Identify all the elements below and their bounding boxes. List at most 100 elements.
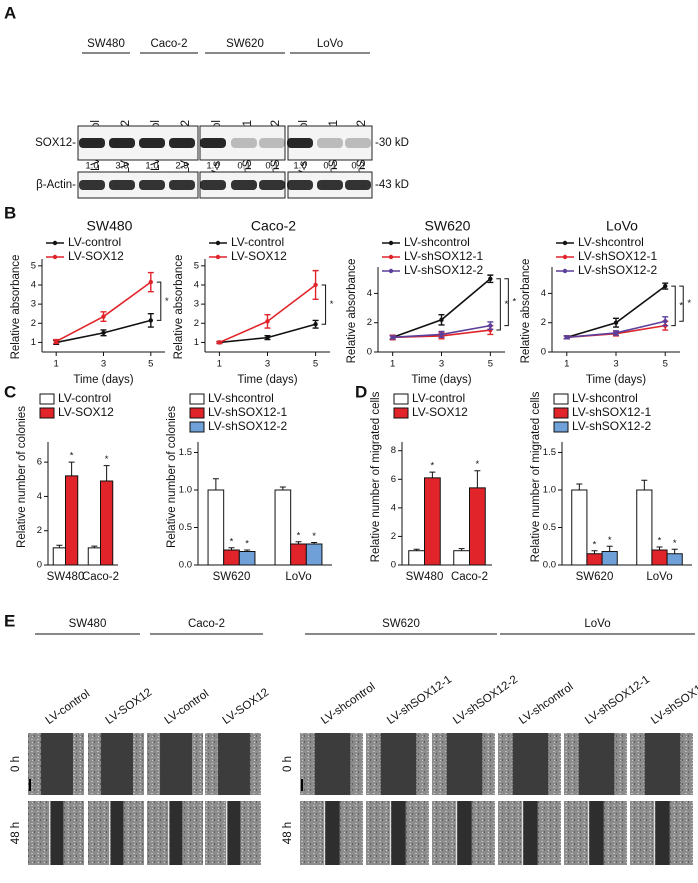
legend-marker xyxy=(388,240,394,246)
group-label: LoVo xyxy=(317,38,343,50)
legend-label: LV-shcontrol xyxy=(572,391,638,405)
significance-label: * xyxy=(330,299,334,310)
size-label: -30 kD xyxy=(375,137,409,149)
wound-gap xyxy=(218,733,250,795)
error-bar xyxy=(311,542,318,544)
y-tick-label: 3 xyxy=(194,299,199,310)
legend-label: LV-shSOX12-1 xyxy=(572,405,651,419)
y-tick-label: 0.5 xyxy=(179,522,192,533)
band xyxy=(287,180,313,190)
bar xyxy=(666,553,683,566)
legend-swatch xyxy=(393,393,409,405)
significance-label: * xyxy=(687,298,691,309)
y-tick-label: 5 xyxy=(31,260,36,271)
point xyxy=(148,318,154,323)
legend-label: LV-control xyxy=(68,235,121,249)
point xyxy=(313,322,318,327)
wound-gap xyxy=(644,733,681,795)
band xyxy=(109,180,135,190)
lane-label: LV-SOX12 xyxy=(221,686,272,727)
wound-gap xyxy=(457,801,472,865)
y-tick-label: 3 xyxy=(31,299,36,310)
bar xyxy=(469,487,486,566)
legend-swatch xyxy=(393,407,409,419)
y-tick-label: 4 xyxy=(194,279,199,290)
quantification: 0.1 xyxy=(265,161,278,172)
significance-label: * xyxy=(105,454,109,465)
y-tick-label: 8 xyxy=(391,445,396,456)
legend-label: LV-SOX12 xyxy=(412,405,468,419)
y-tick-label: 2 xyxy=(31,318,36,329)
bar xyxy=(223,549,240,566)
y-tick-label: 5 xyxy=(194,260,199,271)
panel-label: C xyxy=(4,382,16,401)
group-label: SW480 xyxy=(69,618,107,630)
wound-gap xyxy=(101,733,133,795)
chart-title: Caco-2 xyxy=(251,218,296,234)
y-axis-label: Relative absorbance xyxy=(10,255,22,360)
significance-label: * xyxy=(679,300,683,311)
y-tick-label: 2 xyxy=(194,318,199,329)
band xyxy=(287,138,313,148)
y-tick-label: 2 xyxy=(541,317,546,328)
band xyxy=(79,180,105,190)
quantification: 1.0 xyxy=(293,161,306,172)
y-tick-label: 0.0 xyxy=(543,560,556,571)
x-tick-label: 3 xyxy=(439,359,444,370)
legend-label: LV-shSOX12-1 xyxy=(404,249,483,263)
bar xyxy=(571,489,588,566)
legend-swatch xyxy=(553,393,569,405)
band xyxy=(139,138,165,148)
bar xyxy=(100,480,114,566)
panel-label: B xyxy=(4,203,16,222)
y-axis-label: Relative absorbance xyxy=(520,259,532,364)
lane-label: LV-shcontrol xyxy=(319,681,378,727)
panel-label: D xyxy=(355,382,367,401)
y-tick-label: 6 xyxy=(37,457,42,468)
y-tick-label: 1.0 xyxy=(179,485,192,496)
wound-gap xyxy=(160,733,192,795)
x-tick-label: SW620 xyxy=(213,571,251,583)
wound-gap xyxy=(446,733,483,795)
x-tick-label: LoVo xyxy=(285,571,311,583)
significance-bracket xyxy=(156,281,162,321)
group-label: SW480 xyxy=(87,38,125,50)
group-label: SW620 xyxy=(226,38,264,50)
error-bar xyxy=(212,478,219,490)
legend-label: LV-shSOX12-2 xyxy=(578,263,657,277)
point xyxy=(663,283,668,289)
significance-bracket xyxy=(671,285,676,327)
significance-label: * xyxy=(431,461,435,472)
legend-label: LV-shcontrol xyxy=(578,235,644,249)
point xyxy=(663,319,668,324)
legend-label: LV-shSOX12-1 xyxy=(208,405,287,419)
wound-gap xyxy=(589,801,604,865)
x-tick-label: 3 xyxy=(613,359,618,370)
legend-marker xyxy=(562,254,568,260)
error-bar xyxy=(244,549,251,552)
x-tick-label: 1 xyxy=(54,359,59,370)
x-tick-label: Caco-2 xyxy=(451,571,488,583)
error-bar xyxy=(103,465,110,481)
significance-bracket xyxy=(504,278,509,327)
y-axis-label: Relative absorbance xyxy=(346,259,358,364)
error-bar xyxy=(591,550,598,554)
quantification: 0.1 xyxy=(237,161,250,172)
significance-label: * xyxy=(312,531,316,542)
legend-label: LV-control xyxy=(58,391,111,405)
point xyxy=(439,332,444,337)
band xyxy=(79,138,105,148)
significance-label: * xyxy=(504,299,508,310)
band xyxy=(231,138,257,148)
x-tick-label: 5 xyxy=(148,359,153,370)
x-tick-label: 5 xyxy=(313,359,318,370)
y-tick-label: 2 xyxy=(367,317,372,328)
wound-gap xyxy=(110,801,124,865)
bar xyxy=(651,549,668,566)
x-axis-label: Time (days) xyxy=(586,374,646,386)
x-tick-label: 3 xyxy=(265,359,270,370)
legend-marker xyxy=(52,240,58,246)
lane-label: LV-SOX12 xyxy=(104,686,155,727)
bar xyxy=(305,543,323,566)
x-tick-label: 5 xyxy=(663,359,668,370)
